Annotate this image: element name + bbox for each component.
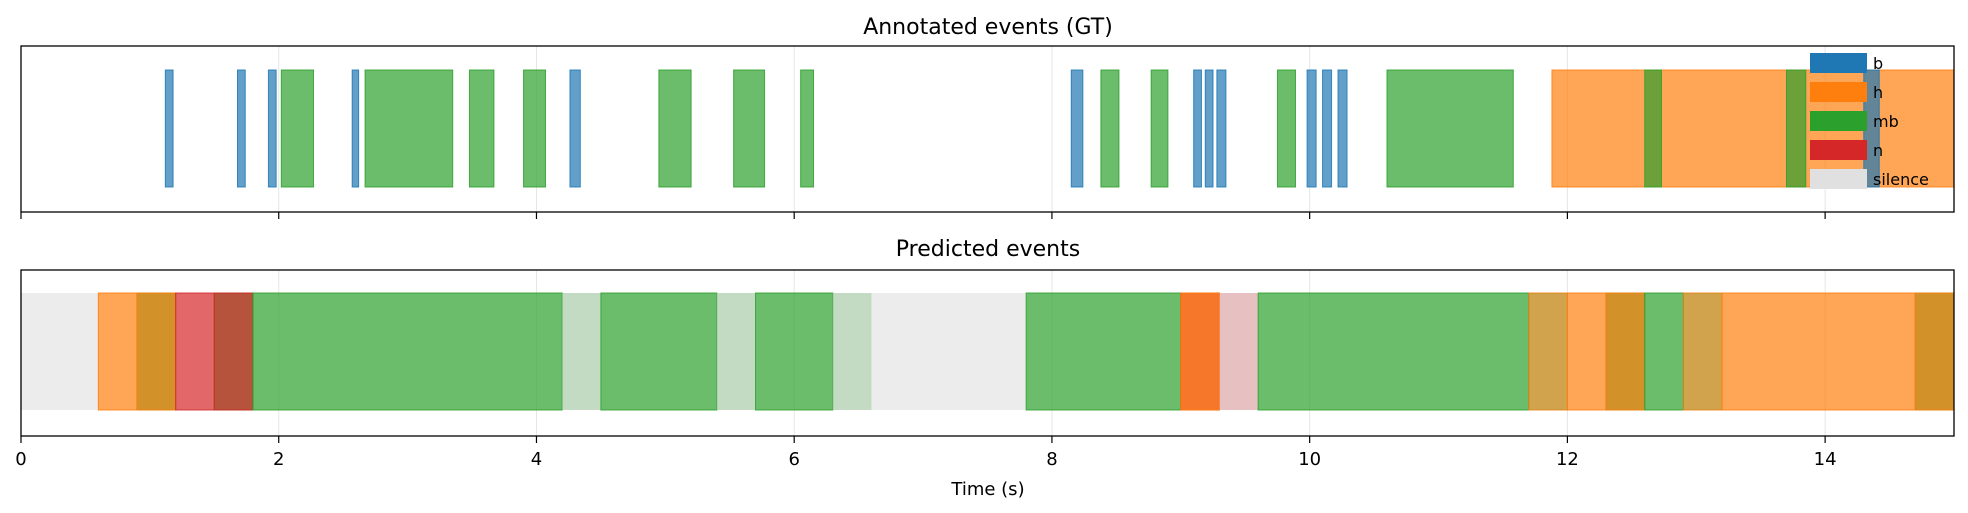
- event-bar-h: [1528, 292, 1568, 411]
- event-bar-mb: [1683, 293, 1723, 410]
- event-bar-silence: [562, 293, 601, 410]
- event-bar-b: [1216, 69, 1227, 188]
- event-bar-n: [175, 292, 215, 411]
- event-bar-b: [1337, 69, 1348, 188]
- legend: bh mb n silence: [1810, 53, 1929, 189]
- event-bar-b: [1306, 69, 1317, 188]
- event-bar-mb: [832, 293, 872, 410]
- event-bar-mb: [364, 69, 454, 188]
- event-bar-b: [164, 69, 174, 188]
- legend-label-mb: mb: [1873, 112, 1899, 131]
- event-bar-h: [97, 292, 138, 411]
- legend-label-n: n: [1873, 141, 1883, 160]
- event-bar-mb: [658, 69, 692, 188]
- event-bar-silence: [716, 293, 756, 410]
- event-bar-mb: [800, 69, 815, 188]
- event-bar-mb: [468, 69, 495, 188]
- x-tick-label: 10: [1298, 449, 1321, 470]
- event-bar-h: [1551, 69, 1955, 188]
- event-bar-h: [1566, 292, 1607, 411]
- x-tick-label: 4: [531, 449, 542, 470]
- legend-label-silence: silence: [1873, 170, 1929, 189]
- x-tick-label: 12: [1556, 449, 1579, 470]
- event-bar-mb: [716, 293, 756, 410]
- event-bar-mb: [1025, 292, 1182, 411]
- plot-frame-predicted: [20, 269, 1955, 437]
- event-bar-b: [1193, 69, 1202, 188]
- event-bar-b: [351, 69, 360, 188]
- event-bar-b: [569, 69, 581, 188]
- event-bar-h: [1180, 292, 1220, 411]
- event-bars-annotated: [164, 69, 1955, 188]
- legend-swatch-silence: [1810, 169, 1867, 189]
- annotated-events-panel: Annotated events (GT) bh mb n silence: [20, 15, 1955, 219]
- event-bar-h: [136, 292, 177, 411]
- event-bar-mb: [1644, 292, 1684, 411]
- event-bar-h: [1721, 292, 1916, 411]
- legend-swatch-n: [1810, 140, 1867, 160]
- x-tick-label: 14: [1814, 449, 1837, 470]
- event-bar-mb: [733, 69, 766, 188]
- predicted-events-panel: Predicted events 0 2 4 6 8 10 12 14 Time (s): [15, 237, 1955, 500]
- event-bar-b: [1204, 69, 1214, 188]
- event-bar-silence: [871, 293, 1027, 410]
- event-bar-b: [267, 69, 277, 188]
- x-tick-label: 2: [273, 449, 284, 470]
- event-bar-h: [1682, 292, 1723, 411]
- event-bar-mb: [1785, 69, 1807, 188]
- legend-label-b: b: [1873, 54, 1883, 73]
- event-bar-h: [1605, 292, 1646, 411]
- event-bar-mb: [1644, 69, 1662, 188]
- event-bars-predicted: [21, 292, 1955, 411]
- legend-swatch-h: [1810, 82, 1867, 102]
- event-bar-mb: [1386, 69, 1514, 188]
- event-bar-mb: [1528, 293, 1568, 410]
- event-bar-mb: [1100, 69, 1120, 188]
- event-bar-silence: [832, 293, 872, 410]
- event-bar-n: [1219, 293, 1259, 410]
- event-bar-h: [1914, 292, 1955, 411]
- panel-title-annotated: Annotated events (GT): [863, 15, 1113, 40]
- x-axis-label: Time (s): [950, 479, 1024, 500]
- x-tick-label: 8: [1046, 449, 1057, 470]
- x-ticks-annotated: [20, 212, 1826, 219]
- event-bar-mb: [252, 292, 563, 411]
- x-ticks-predicted: 0 2 4 6 8 10 12 14: [15, 436, 1837, 470]
- event-bar-silence: [1219, 293, 1259, 410]
- event-bar-n: [213, 292, 254, 411]
- event-bar-b: [1070, 69, 1084, 188]
- x-tick-label: 6: [788, 449, 799, 470]
- event-bar-mb: [755, 292, 834, 411]
- legend-swatch-mb: [1810, 111, 1867, 131]
- panel-title-predicted: Predicted events: [896, 237, 1080, 262]
- event-bar-mb: [1257, 292, 1530, 411]
- x-tick-label: 0: [15, 449, 26, 470]
- event-bar-mb: [1276, 69, 1296, 188]
- legend-label-h: h: [1873, 83, 1883, 102]
- event-bar-b: [236, 69, 246, 188]
- event-bar-mb: [523, 69, 546, 188]
- legend-swatch-b: [1810, 53, 1867, 73]
- event-bar-mb: [1150, 69, 1169, 188]
- plot-frame-annotated: [20, 45, 1955, 213]
- event-bar-mb: [600, 292, 718, 411]
- event-bar-mb: [562, 293, 601, 410]
- event-bar-silence: [21, 293, 99, 410]
- event-bar-b: [1322, 69, 1333, 188]
- event-bar-mb: [280, 69, 315, 188]
